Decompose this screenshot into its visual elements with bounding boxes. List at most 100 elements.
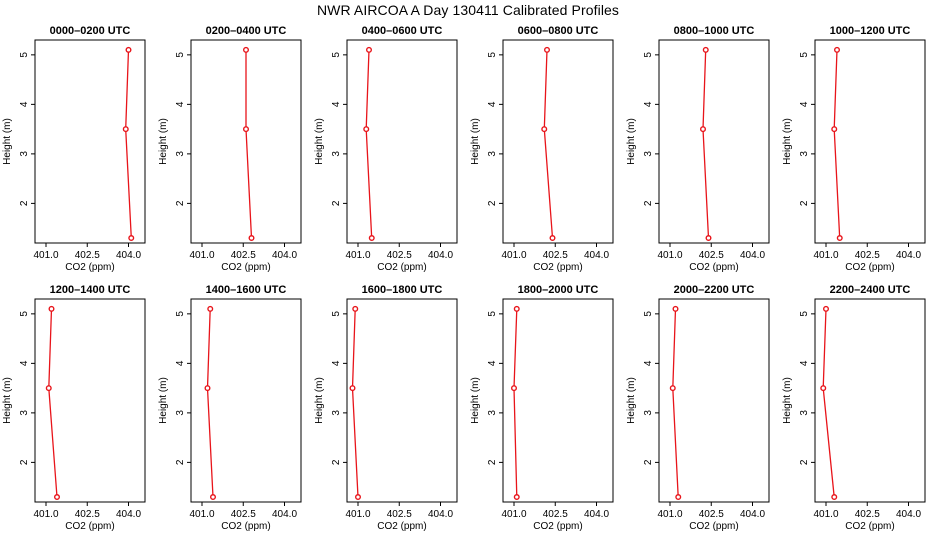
x-tick-label: 401.0	[813, 250, 838, 261]
panel-title: 1800–2000 UTC	[518, 284, 599, 296]
x-tick-label: 402.5	[699, 509, 724, 520]
data-point	[45, 385, 52, 392]
series-line	[833, 49, 841, 239]
data-point	[242, 46, 249, 53]
panel-title: 1000–1200 UTC	[830, 25, 911, 37]
x-axis-label: CO2 (ppm)	[65, 521, 114, 532]
panel-title: 2000–2200 UTC	[674, 284, 755, 296]
y-tick-label: 2	[175, 459, 186, 465]
plot-frame	[814, 39, 926, 244]
y-tick-label: 3	[331, 151, 342, 157]
x-tick-label: 404.0	[584, 250, 609, 261]
y-axis-label: Height (m)	[158, 377, 169, 424]
x-tick-label: 404.0	[272, 250, 297, 261]
y-tick-label: 4	[799, 101, 810, 107]
data-point	[513, 494, 520, 501]
panel: 0400–0600 UTC 401.0 402.5 404.0 2 3 4 5 CO2 (ppm…	[314, 25, 458, 273]
data-point	[366, 46, 373, 53]
data-point	[831, 494, 838, 501]
x-axis-label: CO2 (ppm)	[689, 521, 738, 532]
y-axis-label: Height (m)	[626, 377, 637, 424]
y-tick-label: 5	[487, 311, 498, 317]
panel-title: 1400–1600 UTC	[206, 284, 287, 296]
y-tick-label: 2	[643, 459, 654, 465]
data-point	[513, 305, 520, 312]
y-tick-label: 5	[643, 52, 654, 58]
y-tick-label: 2	[331, 200, 342, 206]
plot-frame	[346, 39, 458, 244]
y-tick-label: 2	[19, 459, 30, 465]
plot-frame	[502, 39, 614, 244]
y-axis-label: Height (m)	[2, 118, 13, 165]
panel-title: 0600–0800 UTC	[518, 25, 599, 37]
y-axis-label: Height (m)	[2, 377, 13, 424]
data-point	[349, 385, 356, 392]
data-point	[242, 126, 249, 133]
x-tick-label: 402.5	[387, 509, 412, 520]
y-tick-label: 3	[799, 151, 810, 157]
panel: 2200–2400 UTC 401.0 402.5 404.0 2 3 4 5 CO2 (ppm…	[782, 284, 926, 532]
panel: 0000–0200 UTC 401.0 402.5 404.0 2 3 4 5 CO2 (ppm…	[2, 25, 146, 273]
y-axis-label: Height (m)	[470, 377, 481, 424]
data-point	[363, 126, 370, 133]
series-line	[125, 49, 132, 239]
x-tick-label: 402.5	[75, 509, 100, 520]
panel-title: 0400–0600 UTC	[362, 25, 443, 37]
y-tick-label: 4	[331, 360, 342, 366]
y-tick-label: 5	[643, 311, 654, 317]
y-tick-label: 2	[799, 200, 810, 206]
data-point	[549, 235, 556, 242]
x-tick-label: 401.0	[33, 509, 58, 520]
x-tick-label: 401.0	[189, 509, 214, 520]
x-axis-label: CO2 (ppm)	[65, 262, 114, 273]
y-tick-label: 3	[643, 410, 654, 416]
series-line	[822, 308, 835, 498]
y-tick-label: 3	[175, 410, 186, 416]
panel: 0200–0400 UTC 401.0 402.5 404.0 2 3 4 5 CO2 (ppm…	[158, 25, 302, 273]
x-tick-label: 402.5	[543, 250, 568, 261]
plot-frame	[34, 39, 146, 244]
y-axis-label: Height (m)	[782, 118, 793, 165]
data-point	[54, 494, 61, 501]
y-axis-label: Height (m)	[626, 118, 637, 165]
x-axis-label: CO2 (ppm)	[377, 262, 426, 273]
x-tick-label: 404.0	[740, 250, 765, 261]
data-point	[700, 126, 707, 133]
data-point	[675, 494, 682, 501]
x-axis-label: CO2 (ppm)	[221, 521, 270, 532]
plot-frame	[190, 298, 302, 503]
data-point	[541, 126, 548, 133]
data-point	[207, 305, 214, 312]
x-tick-label: 401.0	[345, 250, 370, 261]
data-point	[355, 494, 362, 501]
x-tick-label: 404.0	[116, 509, 141, 520]
y-tick-label: 3	[331, 410, 342, 416]
y-axis-label: Height (m)	[782, 377, 793, 424]
series-line	[672, 308, 679, 498]
y-tick-label: 5	[799, 52, 810, 58]
panel-title: 0800–1000 UTC	[674, 25, 755, 37]
x-tick-label: 402.5	[543, 509, 568, 520]
data-point	[836, 235, 843, 242]
y-tick-label: 2	[175, 200, 186, 206]
y-axis-label: Height (m)	[158, 118, 169, 165]
y-axis-label: Height (m)	[314, 118, 325, 165]
y-tick-label: 4	[331, 101, 342, 107]
y-tick-label: 2	[643, 200, 654, 206]
series-line	[702, 49, 710, 239]
plot-frame	[34, 298, 146, 503]
y-axis-label: Height (m)	[314, 377, 325, 424]
y-tick-label: 4	[19, 101, 30, 107]
y-tick-label: 4	[487, 360, 498, 366]
panel: 1600–1800 UTC 401.0 402.5 404.0 2 3 4 5 CO2 (ppm…	[314, 284, 458, 532]
plot-frame	[658, 39, 770, 244]
data-point	[544, 46, 551, 53]
y-tick-label: 3	[19, 410, 30, 416]
panel-title: 0200–0400 UTC	[206, 25, 287, 37]
y-tick-label: 5	[19, 311, 30, 317]
x-tick-label: 401.0	[189, 250, 214, 261]
y-tick-label: 2	[487, 459, 498, 465]
y-tick-label: 5	[175, 52, 186, 58]
x-tick-label: 402.5	[699, 250, 724, 261]
x-tick-label: 402.5	[231, 509, 256, 520]
